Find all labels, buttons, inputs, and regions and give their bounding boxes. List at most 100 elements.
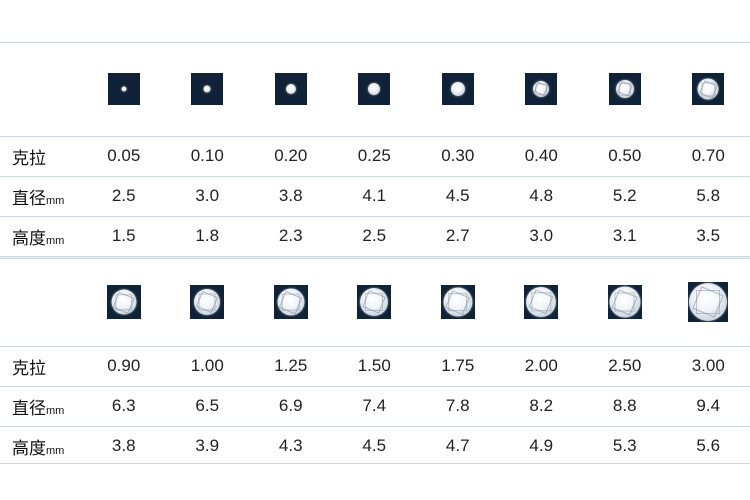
table-cell: 0.10	[165, 136, 249, 177]
diamond-image	[688, 282, 729, 322]
diamond-image	[524, 285, 559, 319]
gem-image-cell	[332, 43, 416, 137]
row-unit: mm	[46, 234, 65, 247]
diamond-image	[525, 73, 558, 106]
diamond-size-chart: 克拉 0.05 0.10 0.20 0.25 0.30 0.40 0.50 0.70 直径mm 2.…	[0, 42, 750, 464]
table-cell: 4.5	[416, 176, 500, 217]
diamond-icon	[615, 80, 634, 99]
table-cell: 0.70	[666, 136, 750, 177]
row-label: 高度mm	[0, 216, 82, 257]
table-cell: 3.9	[195, 436, 220, 456]
row-label-text: 克拉	[12, 148, 46, 168]
table-cell: 8.2	[499, 386, 583, 427]
row-label: 克拉	[0, 136, 82, 177]
row-label: 直径mm	[0, 386, 82, 427]
table-cell: 4.7	[445, 436, 470, 456]
row-unit: mm	[46, 194, 65, 207]
diamond-icon	[450, 82, 465, 97]
diamond-image	[273, 285, 308, 319]
row-label-text: 高度	[12, 438, 46, 458]
data-row: 克拉 0.05 0.10 0.20 0.25 0.30 0.40 0.50 0.70	[0, 136, 750, 177]
table-cell: 5.6	[696, 436, 721, 456]
gem-image-row	[0, 43, 750, 137]
diamond-icon	[609, 286, 641, 318]
table-cell: 5.8	[666, 176, 750, 217]
diamond-icon	[277, 288, 305, 316]
gem-image-cell	[165, 43, 249, 137]
diamond-icon	[533, 81, 550, 98]
data-row: 高度mm 1.5 1.8 2.3 2.5 2.7 3.0 3.1 3.5	[0, 216, 750, 257]
table-cell: 0.50	[583, 136, 667, 177]
group-divider	[0, 256, 750, 259]
empty-label-cell	[0, 43, 82, 137]
row-label-text: 直径	[12, 188, 46, 208]
diamond-icon	[121, 86, 127, 92]
diamond-icon	[689, 283, 728, 321]
table-cell: 0.20	[249, 136, 333, 177]
size-table: 克拉 0.05 0.10 0.20 0.25 0.30 0.40 0.50 0.70 直径mm 2.…	[0, 43, 750, 466]
table-cell: 3.5	[666, 216, 750, 257]
table-cell: 6.5	[165, 386, 249, 427]
gem-image-cell	[666, 43, 750, 137]
row-label-text: 克拉	[12, 358, 46, 378]
gem-image-row	[0, 258, 750, 347]
empty-label-cell	[0, 258, 82, 347]
table-cell: 1.00	[165, 346, 249, 387]
diamond-icon	[194, 289, 221, 315]
row-label: 直径mm	[0, 176, 82, 217]
gem-image-cell	[583, 43, 667, 137]
table-cell: 2.00	[499, 346, 583, 387]
table-cell: 6.9	[249, 386, 333, 427]
diamond-icon	[443, 287, 473, 317]
diamond-icon	[697, 78, 719, 100]
table-cell: 4.9	[529, 436, 554, 456]
table-cell: 4.1	[332, 176, 416, 217]
table-cell: 4.3	[278, 436, 303, 456]
gem-image-cell	[82, 258, 166, 347]
table-body: 克拉 0.05 0.10 0.20 0.25 0.30 0.40 0.50 0.70 直径mm 2.…	[0, 43, 750, 466]
table-cell: 2.5	[82, 176, 166, 217]
gem-image-cell	[583, 258, 667, 347]
table-cell: 7.4	[332, 386, 416, 427]
diamond-image	[608, 73, 641, 106]
gem-image-cell	[82, 43, 166, 137]
gem-image-cell	[249, 258, 333, 347]
table-cell: 0.25	[332, 136, 416, 177]
table-cell: 2.50	[583, 346, 667, 387]
data-row: 直径mm 2.5 3.0 3.8 4.1 4.5 4.8 5.2 5.8	[0, 176, 750, 217]
diamond-image	[107, 73, 140, 106]
data-row: 高度mm 3.8 3.9 4.3 4.5 4.7 4.9 5.3 5.6	[0, 426, 750, 466]
table-cell: 1.50	[332, 346, 416, 387]
diamond-icon	[111, 289, 137, 315]
gem-image-cell	[165, 258, 249, 347]
table-cell: 3.8	[111, 436, 136, 456]
diamond-image	[441, 73, 474, 106]
diamond-image	[191, 73, 224, 106]
table-cell: 4.8	[499, 176, 583, 217]
data-row: 直径mm 6.3 6.5 6.9 7.4 7.8 8.2 8.8 9.4	[0, 386, 750, 427]
diamond-image	[358, 73, 391, 106]
diamond-image	[607, 285, 642, 319]
table-cell: 2.5	[332, 216, 416, 257]
gem-image-cell	[416, 43, 500, 137]
table-cell: 4.5	[362, 436, 387, 456]
diamond-icon	[360, 288, 389, 316]
table-cell: 5.3	[612, 436, 637, 456]
table-cell: 6.3	[82, 386, 166, 427]
table-cell: 0.40	[499, 136, 583, 177]
data-row: 克拉 0.90 1.00 1.25 1.50 1.75 2.00 2.50 3.00	[0, 346, 750, 387]
table-cell: 2.3	[249, 216, 333, 257]
table-cell: 0.90	[82, 346, 166, 387]
row-label: 克拉	[0, 346, 82, 387]
table-cell: 1.25	[249, 346, 333, 387]
table-cell: 3.00	[666, 346, 750, 387]
table-cell: 1.75	[416, 346, 500, 387]
diamond-icon	[285, 84, 296, 95]
table-cell: 3.0	[165, 176, 249, 217]
table-cell: 3.0	[499, 216, 583, 257]
diamond-icon	[526, 287, 557, 317]
table-cell: 5.2	[583, 176, 667, 217]
diamond-image	[357, 285, 392, 319]
row-label: 高度mm	[0, 426, 82, 466]
diamond-image	[440, 285, 475, 319]
